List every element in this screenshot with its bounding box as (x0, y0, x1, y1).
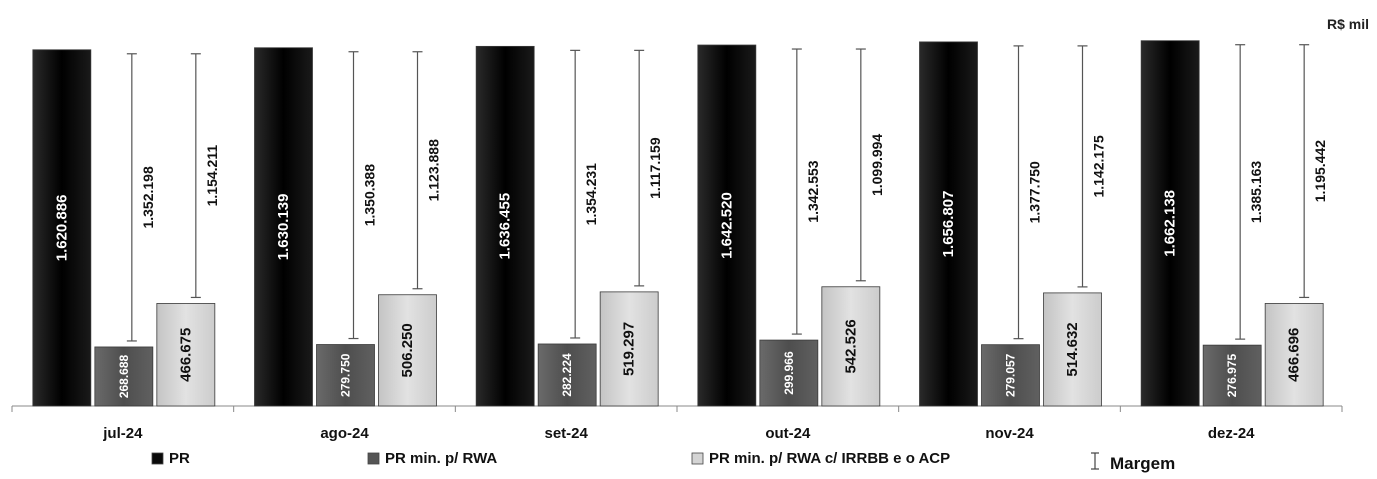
x-tick-label: set-24 (544, 425, 588, 442)
bar-pr (1140, 40, 1200, 407)
bar-value-label: 514.632 (1064, 322, 1081, 376)
bar-value-label: 1.662.138 (1162, 190, 1179, 257)
margin-value-label: 1.099.994 (869, 134, 885, 196)
margin-value-label: 1.154.211 (204, 145, 220, 207)
margin-value-label: 1.377.750 (1027, 161, 1043, 223)
margin-value-label: 1.354.231 (583, 163, 599, 225)
margin-value-label: 1.352.198 (140, 166, 156, 228)
bar-value-label: 542.526 (842, 319, 859, 373)
x-tick-label: ago-24 (320, 425, 369, 442)
unit-label: R$ mil (1326, 16, 1369, 32)
bar-pr-min-rwa-irrbb (378, 294, 437, 407)
bar-pr (697, 44, 757, 407)
bar-pr (32, 49, 92, 407)
bar-value-label: 279.057 (1004, 353, 1018, 397)
bar-value-label: 1.630.139 (275, 194, 292, 261)
margin-value-label: 1.123.888 (426, 139, 442, 201)
bar-value-label: 299.966 (782, 351, 796, 395)
legend-label: PR min. p/ RWA c/ IRRBB e o ACP (709, 450, 950, 467)
legend-swatch (367, 452, 380, 465)
legend-swatch (691, 452, 704, 465)
bar-value-label: 1.636.455 (497, 193, 514, 260)
bar-value-label: 519.297 (621, 322, 638, 376)
bar-pr-min-rwa-irrbb (821, 286, 881, 407)
bar-value-label: 1.620.886 (53, 195, 70, 262)
margin-value-label: 1.342.553 (805, 160, 821, 222)
bar-pr-min-rwa (1202, 344, 1262, 407)
bar-pr-min-rwa-irrbb (1264, 303, 1324, 407)
x-tick-label: jul-24 (102, 425, 143, 442)
bar-value-label: 1.656.807 (940, 191, 957, 258)
bar-pr (919, 41, 978, 407)
bar-pr (254, 47, 313, 407)
bar-pr-min-rwa (537, 343, 597, 407)
legend-label: Margem (1110, 454, 1175, 473)
legend-label: PR min. p/ RWA (385, 450, 497, 467)
bar-value-label: 279.750 (339, 353, 353, 397)
bar-value-label: 276.975 (1225, 354, 1239, 398)
margin-value-label: 1.195.442 (1312, 140, 1328, 202)
bar-pr-min-rwa (981, 344, 1040, 407)
bar-pr (475, 45, 535, 407)
legend-swatch (151, 452, 164, 465)
bar-pr-min-rwa-irrbb (599, 291, 659, 407)
bar-pr-min-rwa (94, 346, 154, 407)
margin-value-label: 1.142.175 (1091, 135, 1107, 197)
x-tick-label: out-24 (765, 425, 811, 442)
margin-value-label: 1.385.163 (1248, 161, 1264, 223)
legend-label: PR (169, 450, 190, 467)
bar-value-label: 268.688 (117, 354, 131, 398)
bar-value-label: 1.642.520 (718, 192, 735, 259)
bar-pr-min-rwa (316, 344, 375, 407)
bar-value-label: 466.675 (177, 328, 194, 382)
bar-value-label: 466.696 (1286, 328, 1303, 382)
x-tick-label: nov-24 (985, 425, 1034, 442)
bar-pr-min-rwa-irrbb (156, 303, 216, 407)
bar-pr-min-rwa-irrbb (1043, 292, 1102, 407)
bar-value-label: 506.250 (399, 323, 416, 377)
margin-value-label: 1.350.388 (362, 164, 378, 226)
x-tick-label: dez-24 (1208, 425, 1255, 442)
bar-pr-min-rwa (759, 339, 819, 407)
bar-value-label: 282.224 (560, 353, 574, 397)
margin-value-label: 1.117.159 (647, 137, 663, 199)
